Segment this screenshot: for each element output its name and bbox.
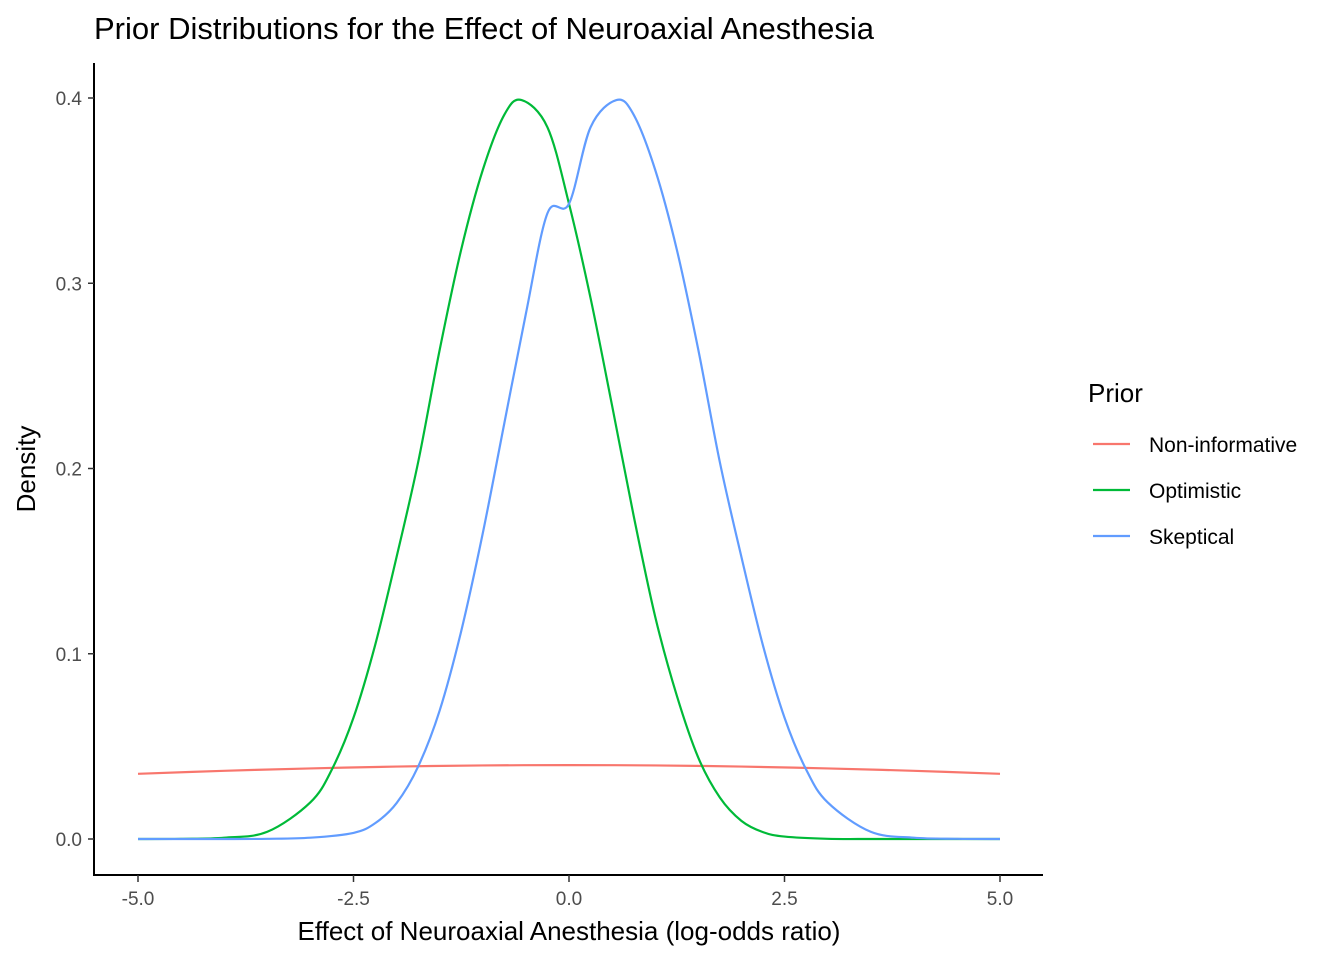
- y-tick-label: 0.4: [56, 89, 83, 110]
- chart-title: Prior Distributions for the Effect of Ne…: [94, 11, 875, 46]
- series-layer: [137, 98, 1001, 841]
- legend-items: Non-informative Optimistic Skeptical: [1093, 434, 1297, 549]
- plot-area: 0.0 0.1 0.2 0.3 0.4 -5.0 -2.5 0.0 2.5 5.0: [56, 63, 1043, 910]
- y-tick-label: 0.0: [56, 830, 82, 851]
- series-line-non-informative: [137, 763, 1001, 775]
- y-tick-label: 0.1: [56, 645, 82, 666]
- legend: Prior Non-informative Optimistic Skeptical: [1088, 378, 1297, 549]
- x-axis-ticks: -5.0 -2.5 0.0 2.5 5.0: [122, 875, 1013, 910]
- x-tick-label: 5.0: [987, 889, 1013, 910]
- y-tick-label: 0.2: [56, 460, 82, 481]
- x-axis-title: Effect of Neuroaxial Anesthesia (log-odd…: [298, 916, 841, 946]
- x-tick-label: -5.0: [122, 889, 155, 910]
- y-axis-title: Density: [11, 426, 41, 513]
- legend-label-skeptical: Skeptical: [1149, 526, 1234, 549]
- legend-title: Prior: [1088, 378, 1143, 408]
- y-axis-ticks: 0.0 0.1 0.2 0.3 0.4: [56, 89, 94, 851]
- legend-label-optimistic: Optimistic: [1149, 480, 1241, 503]
- legend-label-non-informative: Non-informative: [1149, 434, 1297, 457]
- x-tick-label: 2.5: [771, 889, 797, 910]
- series-line-skeptical: [138, 98, 1001, 841]
- x-tick-label: -2.5: [337, 889, 370, 910]
- series-line-optimistic: [137, 98, 1000, 841]
- x-tick-label: 0.0: [556, 889, 582, 910]
- y-tick-label: 0.3: [56, 274, 82, 295]
